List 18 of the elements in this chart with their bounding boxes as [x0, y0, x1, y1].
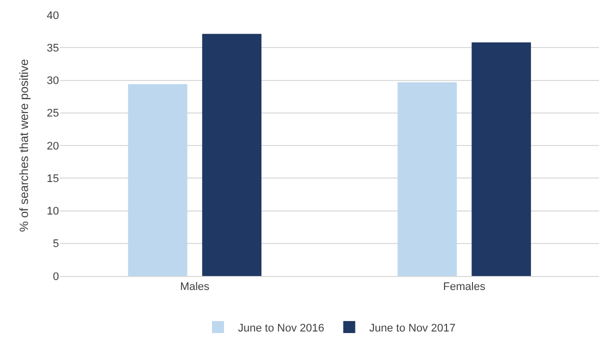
x-tick-label: Females [443, 281, 486, 294]
y-tick-label: 10 [46, 206, 59, 218]
bar [202, 34, 262, 276]
y-tick-label: 30 [46, 75, 59, 88]
bar [472, 42, 531, 276]
bar [128, 84, 188, 276]
legend-label: June to Nov 2016 [238, 322, 324, 334]
y-tick-label: 5 [52, 238, 59, 250]
y-tick-label: 15 [46, 172, 59, 185]
y-tick-label: 25 [46, 108, 59, 120]
bar [398, 82, 457, 276]
y-tick-label: 35 [46, 42, 59, 54]
y-tick-label: 40 [46, 10, 59, 22]
x-tick-label: Males [180, 281, 210, 294]
y-axis-title: % of searches that were positive [17, 58, 32, 232]
y-tick-label: 20 [46, 140, 59, 152]
y-tick-label: 0 [52, 270, 59, 283]
legend-label: June to Nov 2017 [369, 322, 456, 334]
